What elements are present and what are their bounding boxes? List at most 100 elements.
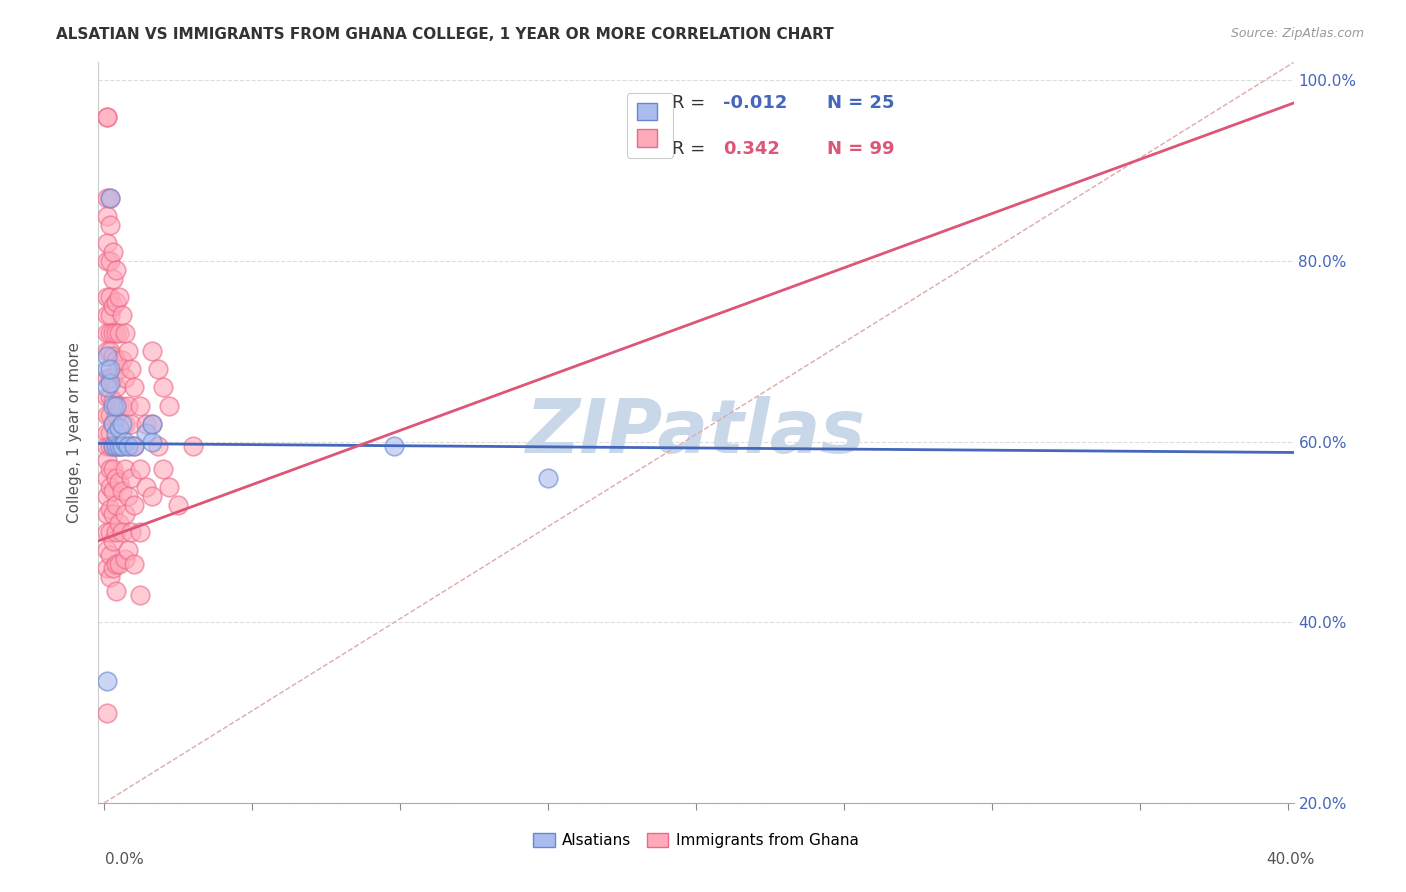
Point bbox=[108, 362, 131, 376]
Point bbox=[114, 507, 136, 521]
Point bbox=[117, 543, 139, 558]
Point bbox=[105, 353, 128, 368]
Point bbox=[98, 376, 121, 390]
Point bbox=[114, 552, 136, 566]
Point bbox=[105, 498, 128, 512]
Point bbox=[105, 524, 128, 539]
Point bbox=[98, 502, 121, 516]
Point bbox=[105, 471, 128, 485]
Point bbox=[105, 557, 128, 571]
Text: ZIPatlas: ZIPatlas bbox=[526, 396, 866, 469]
Text: R =: R = bbox=[672, 140, 706, 158]
Point bbox=[108, 326, 131, 341]
Point bbox=[103, 461, 125, 475]
Point bbox=[96, 349, 118, 363]
Point bbox=[103, 272, 125, 286]
Point bbox=[98, 191, 121, 205]
Point bbox=[141, 489, 163, 503]
Point bbox=[98, 308, 121, 322]
Point bbox=[111, 524, 134, 539]
Point bbox=[120, 362, 142, 376]
Point bbox=[117, 439, 139, 453]
Point bbox=[120, 417, 142, 431]
Text: 0.342: 0.342 bbox=[724, 140, 780, 158]
Point bbox=[152, 380, 174, 394]
Point bbox=[96, 425, 118, 440]
Point bbox=[114, 461, 136, 475]
Point bbox=[152, 461, 174, 475]
Point bbox=[103, 417, 125, 431]
Point bbox=[111, 353, 134, 368]
Point bbox=[96, 110, 118, 124]
Point bbox=[128, 524, 150, 539]
Point bbox=[128, 461, 150, 475]
Text: ALSATIAN VS IMMIGRANTS FROM GHANA COLLEGE, 1 YEAR OR MORE CORRELATION CHART: ALSATIAN VS IMMIGRANTS FROM GHANA COLLEG… bbox=[56, 27, 834, 42]
Point bbox=[120, 524, 142, 539]
Point bbox=[96, 706, 118, 720]
Point bbox=[122, 439, 145, 453]
Point bbox=[111, 439, 134, 453]
Point bbox=[117, 399, 139, 413]
Point bbox=[108, 475, 131, 490]
Point bbox=[96, 290, 118, 304]
Point bbox=[537, 471, 560, 485]
Point bbox=[96, 209, 118, 223]
Point bbox=[111, 417, 134, 431]
Point bbox=[98, 344, 121, 359]
Point bbox=[108, 439, 131, 453]
Point bbox=[128, 588, 150, 602]
Point bbox=[181, 439, 204, 453]
Point bbox=[98, 326, 121, 341]
Point bbox=[105, 263, 128, 277]
Point bbox=[103, 394, 125, 409]
Point bbox=[103, 561, 125, 575]
Text: 40.0%: 40.0% bbox=[1267, 852, 1315, 867]
Point bbox=[114, 417, 136, 431]
Point bbox=[105, 399, 128, 413]
Point bbox=[103, 417, 125, 431]
Point bbox=[103, 245, 125, 260]
Point bbox=[96, 390, 118, 404]
Point bbox=[108, 399, 131, 413]
Point bbox=[105, 439, 128, 453]
Point bbox=[96, 235, 118, 250]
Point bbox=[98, 191, 121, 205]
Point bbox=[141, 434, 163, 449]
Point bbox=[122, 498, 145, 512]
Point bbox=[103, 349, 125, 363]
Point bbox=[98, 362, 121, 376]
Point bbox=[96, 524, 118, 539]
Point bbox=[105, 439, 128, 453]
Point bbox=[98, 218, 121, 232]
Point bbox=[108, 290, 131, 304]
Point bbox=[96, 254, 118, 268]
Point bbox=[96, 673, 118, 688]
Text: N = 25: N = 25 bbox=[827, 94, 896, 112]
Point bbox=[103, 507, 125, 521]
Point bbox=[141, 417, 163, 431]
Point bbox=[96, 408, 118, 422]
Point bbox=[96, 507, 118, 521]
Point bbox=[114, 326, 136, 341]
Point bbox=[105, 408, 128, 422]
Point bbox=[141, 417, 163, 431]
Point bbox=[96, 110, 118, 124]
Point bbox=[98, 408, 121, 422]
Point bbox=[98, 439, 121, 453]
Point bbox=[98, 524, 121, 539]
Point bbox=[96, 326, 118, 341]
Text: -0.012: -0.012 bbox=[724, 94, 787, 112]
Text: 0.0%: 0.0% bbox=[105, 852, 145, 867]
Point bbox=[141, 344, 163, 359]
Point bbox=[96, 362, 118, 376]
Point bbox=[122, 557, 145, 571]
Point bbox=[103, 533, 125, 548]
Point bbox=[167, 498, 190, 512]
Point bbox=[96, 191, 118, 205]
Point bbox=[96, 308, 118, 322]
Point bbox=[98, 371, 121, 385]
Point bbox=[103, 299, 125, 313]
Point bbox=[128, 399, 150, 413]
Point bbox=[96, 371, 118, 385]
Point bbox=[96, 380, 118, 394]
